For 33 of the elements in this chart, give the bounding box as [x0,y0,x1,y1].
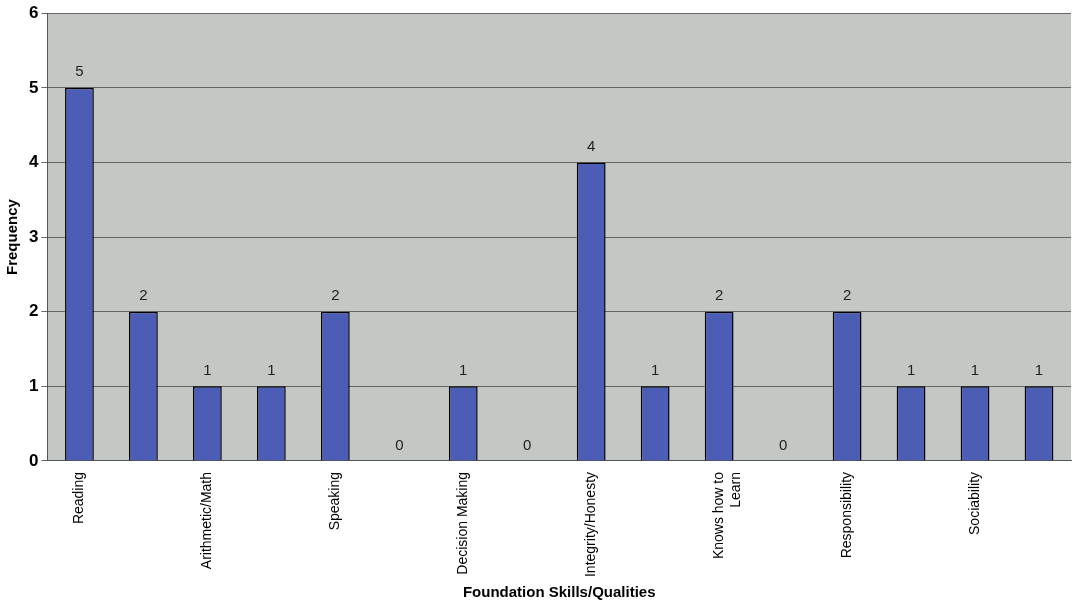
y-axis-title: Frequency [3,198,21,276]
x-tick-label: Integrity/Honesty [582,471,599,578]
data-label: 1 [970,360,980,378]
data-label: 1 [267,360,276,378]
data-label: 2 [842,286,852,304]
data-label: 0 [523,435,532,453]
y-tick-label: 2 [28,301,39,321]
y-tick-label: 6 [28,2,39,22]
data-label: 1 [203,360,212,378]
x-tick-label: Decision Making [454,471,471,575]
data-label: 1 [1034,360,1044,378]
x-axis-title: Foundation Skills/Qualities [462,583,656,601]
data-label: 4 [587,137,596,155]
y-tick-label: 1 [28,376,39,396]
y-tick-label: 4 [28,152,39,172]
y-tick-label: 5 [28,77,39,97]
data-label: 5 [75,62,84,80]
x-tick-label: Speaking [326,471,343,531]
data-label: 0 [395,435,404,453]
x-tick-label: Reading [70,471,87,525]
y-tick-label: 0 [28,450,39,470]
data-label: 1 [651,360,660,378]
data-label: 0 [778,435,788,453]
data-label: 2 [714,286,724,304]
x-tick-label: Sociability [965,471,982,535]
y-tick-label: 3 [28,226,39,246]
x-tick-label: Arithmetic/Math [198,471,215,570]
x-tick-label: Responsibility [837,471,854,559]
data-label: 2 [139,286,148,304]
data-label: 2 [331,286,340,304]
data-label: 1 [459,360,468,378]
data-label: 1 [906,360,916,378]
x-tick-label: Knows how to Learn [710,471,743,560]
